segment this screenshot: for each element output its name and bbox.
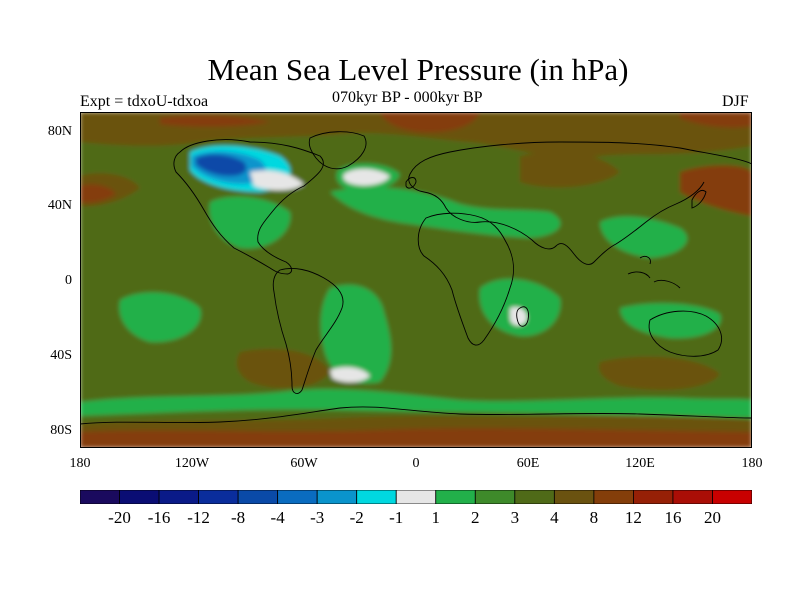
page-title: Mean Sea Level Pressure (in hPa) bbox=[207, 52, 629, 87]
colorbar-swatch bbox=[593, 490, 634, 504]
colorbar-label: -3 bbox=[310, 508, 325, 527]
y-tick-label: 80S bbox=[50, 423, 72, 438]
colorbar-swatch bbox=[435, 490, 476, 504]
colorbar-label: -12 bbox=[187, 508, 210, 527]
map-subtitle: 070kyr BP - 000kyr BP bbox=[332, 89, 483, 106]
pressure-map bbox=[80, 112, 752, 448]
x-tick-label: 60W bbox=[290, 456, 318, 471]
y-tick-label: 0 bbox=[65, 273, 72, 288]
colorbar-label: 16 bbox=[664, 508, 682, 527]
experiment-label: Expt = tdxoU-tdxoa bbox=[80, 93, 209, 110]
colorbar-label: -20 bbox=[108, 508, 131, 527]
colorbar-swatch bbox=[712, 490, 752, 504]
colorbar-swatch bbox=[395, 490, 437, 504]
colorbar-label: 3 bbox=[510, 508, 520, 527]
colorbar-swatch bbox=[198, 490, 239, 504]
colorbar bbox=[80, 490, 752, 504]
coastlines bbox=[80, 131, 752, 425]
colorbar-label: 4 bbox=[550, 508, 559, 527]
colorbar-label: -16 bbox=[147, 508, 171, 527]
colorbar-swatch bbox=[316, 490, 358, 504]
colorbar-swatch bbox=[277, 490, 318, 504]
colorbar-label: 20 bbox=[703, 508, 721, 527]
colorbar-label: -4 bbox=[270, 508, 285, 527]
colorbar-swatch bbox=[80, 490, 120, 504]
colorbar-swatch bbox=[474, 490, 516, 504]
colorbar-swatch bbox=[672, 490, 713, 504]
colorbar-swatch bbox=[514, 490, 555, 504]
x-tick-label: 60E bbox=[516, 456, 540, 471]
colorbar-swatch bbox=[237, 490, 279, 504]
colorbar-swatch bbox=[356, 490, 397, 504]
y-tick-label: 40N bbox=[47, 198, 72, 213]
colorbar-swatch bbox=[553, 490, 595, 504]
colorbar-label: 8 bbox=[589, 508, 599, 527]
colorbar-label: 2 bbox=[471, 508, 480, 527]
colorbar-label: -1 bbox=[389, 508, 404, 527]
y-tick-label: 40S bbox=[50, 348, 72, 363]
x-tick-label: 120E bbox=[625, 456, 655, 471]
x-tick-label: 0 bbox=[412, 456, 420, 471]
season-label: DJF bbox=[722, 93, 749, 110]
colorbar-label: 12 bbox=[624, 508, 642, 527]
x-tick-label: 180 bbox=[69, 456, 91, 471]
x-tick-label: 120W bbox=[174, 456, 210, 471]
y-tick-label: 80N bbox=[47, 124, 72, 139]
colorbar-label: -8 bbox=[231, 508, 246, 527]
colorbar-swatch bbox=[633, 490, 674, 504]
colorbar-label: 1 bbox=[431, 508, 441, 527]
colorbar-label: -2 bbox=[349, 508, 364, 527]
colorbar-swatch bbox=[119, 490, 160, 504]
x-tick-label: 180 bbox=[741, 456, 763, 471]
colorbar-swatch bbox=[158, 490, 199, 504]
